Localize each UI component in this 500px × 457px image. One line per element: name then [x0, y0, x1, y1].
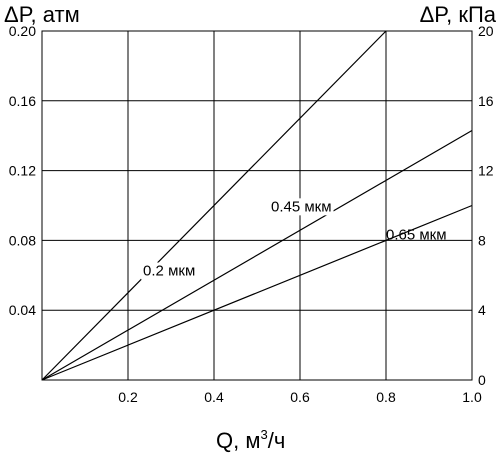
x-tick-label: 0.6 — [290, 389, 310, 405]
x-tick-label: 0.8 — [376, 389, 396, 405]
y-tick-label-right: 12 — [478, 163, 494, 179]
y-tick-label-left: 0.16 — [9, 93, 36, 109]
series-label-background — [141, 262, 198, 280]
y-tick-label-right: 0 — [478, 372, 486, 388]
ticks: 0.2 0.4 0.6 0.8 1.0 0.04 0.08 0.12 0.16 0.20 0 4 8 12… — [9, 23, 494, 405]
y-tick-label-right: 4 — [478, 302, 486, 318]
y-tick-label-left: 0.04 — [9, 302, 36, 318]
y-tick-label-left: 0.12 — [9, 163, 36, 179]
series: 0.2 мкм 0.45 мкм 0.65 мкм — [41, 30, 473, 381]
grid — [42, 30, 473, 380]
x-tick-label: 0.2 — [118, 389, 138, 405]
x-tick-label: 0.4 — [204, 389, 224, 405]
series-label: 0.65 мкм — [386, 227, 447, 244]
y-axis-right-title: ΔP, кПа — [420, 2, 497, 27]
y-tick-label-right: 20 — [478, 23, 494, 39]
series-line — [41, 204, 473, 381]
series-line — [41, 129, 473, 381]
y-tick-label-left: 0.08 — [9, 232, 36, 248]
series-label-background — [269, 198, 334, 216]
series-label: 0.2 мкм — [143, 262, 195, 279]
series-line — [41, 30, 387, 381]
plot-frame — [41, 30, 473, 381]
y-tick-label-left: 0.20 — [9, 23, 36, 39]
x-axis-title: Q, м3/ч — [216, 427, 285, 453]
series-label: 0.45 мкм — [271, 198, 332, 215]
y-tick-label-right: 8 — [478, 232, 486, 248]
y-axis-left-title: ΔP, атм — [4, 2, 80, 27]
y-tick-label-right: 16 — [478, 93, 494, 109]
x-tick-label: 1.0 — [462, 389, 482, 405]
